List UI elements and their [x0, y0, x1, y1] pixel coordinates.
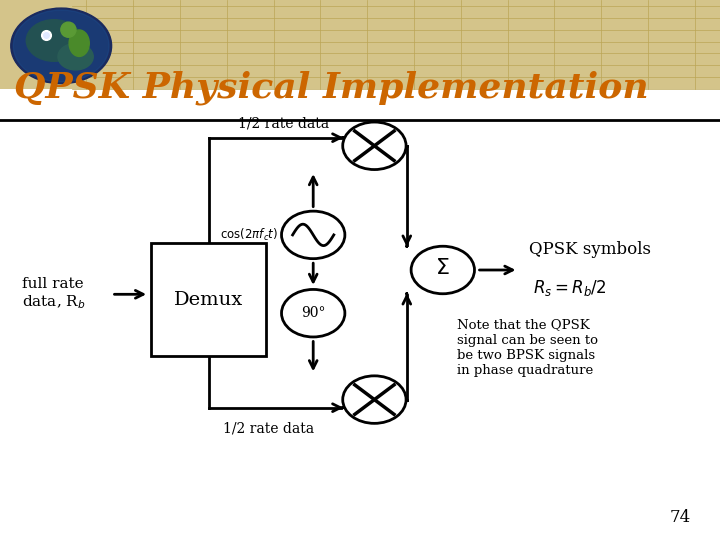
Text: 90°: 90°: [301, 306, 325, 320]
Circle shape: [282, 211, 345, 259]
Text: Note that the QPSK
signal can be seen to
be two BPSK signals
in phase quadrature: Note that the QPSK signal can be seen to…: [457, 319, 598, 376]
Circle shape: [282, 289, 345, 337]
Text: 74: 74: [670, 510, 691, 526]
Text: QPSK Physical Implementation: QPSK Physical Implementation: [14, 71, 649, 105]
Text: 1/2 rate data: 1/2 rate data: [223, 421, 315, 435]
Bar: [151, 243, 266, 356]
Ellipse shape: [60, 22, 76, 37]
Circle shape: [11, 8, 112, 84]
Text: Demux: Demux: [174, 291, 243, 309]
Circle shape: [58, 43, 94, 70]
Circle shape: [343, 122, 406, 170]
Text: $R_s = R_b/2$: $R_s = R_b/2$: [533, 278, 607, 298]
Text: $\Sigma$: $\Sigma$: [436, 258, 450, 279]
Bar: [0, 0, 720, 89]
Circle shape: [14, 10, 109, 82]
Text: QPSK symbols: QPSK symbols: [529, 241, 651, 258]
Text: 1/2 rate data: 1/2 rate data: [238, 117, 329, 131]
Circle shape: [343, 376, 406, 423]
Circle shape: [411, 246, 474, 294]
Ellipse shape: [69, 30, 89, 56]
Text: full rate
data, R$_b$: full rate data, R$_b$: [22, 277, 85, 312]
Circle shape: [27, 19, 82, 62]
Text: $\cos(2\pi f_c t)$: $\cos(2\pi f_c t)$: [220, 227, 278, 243]
